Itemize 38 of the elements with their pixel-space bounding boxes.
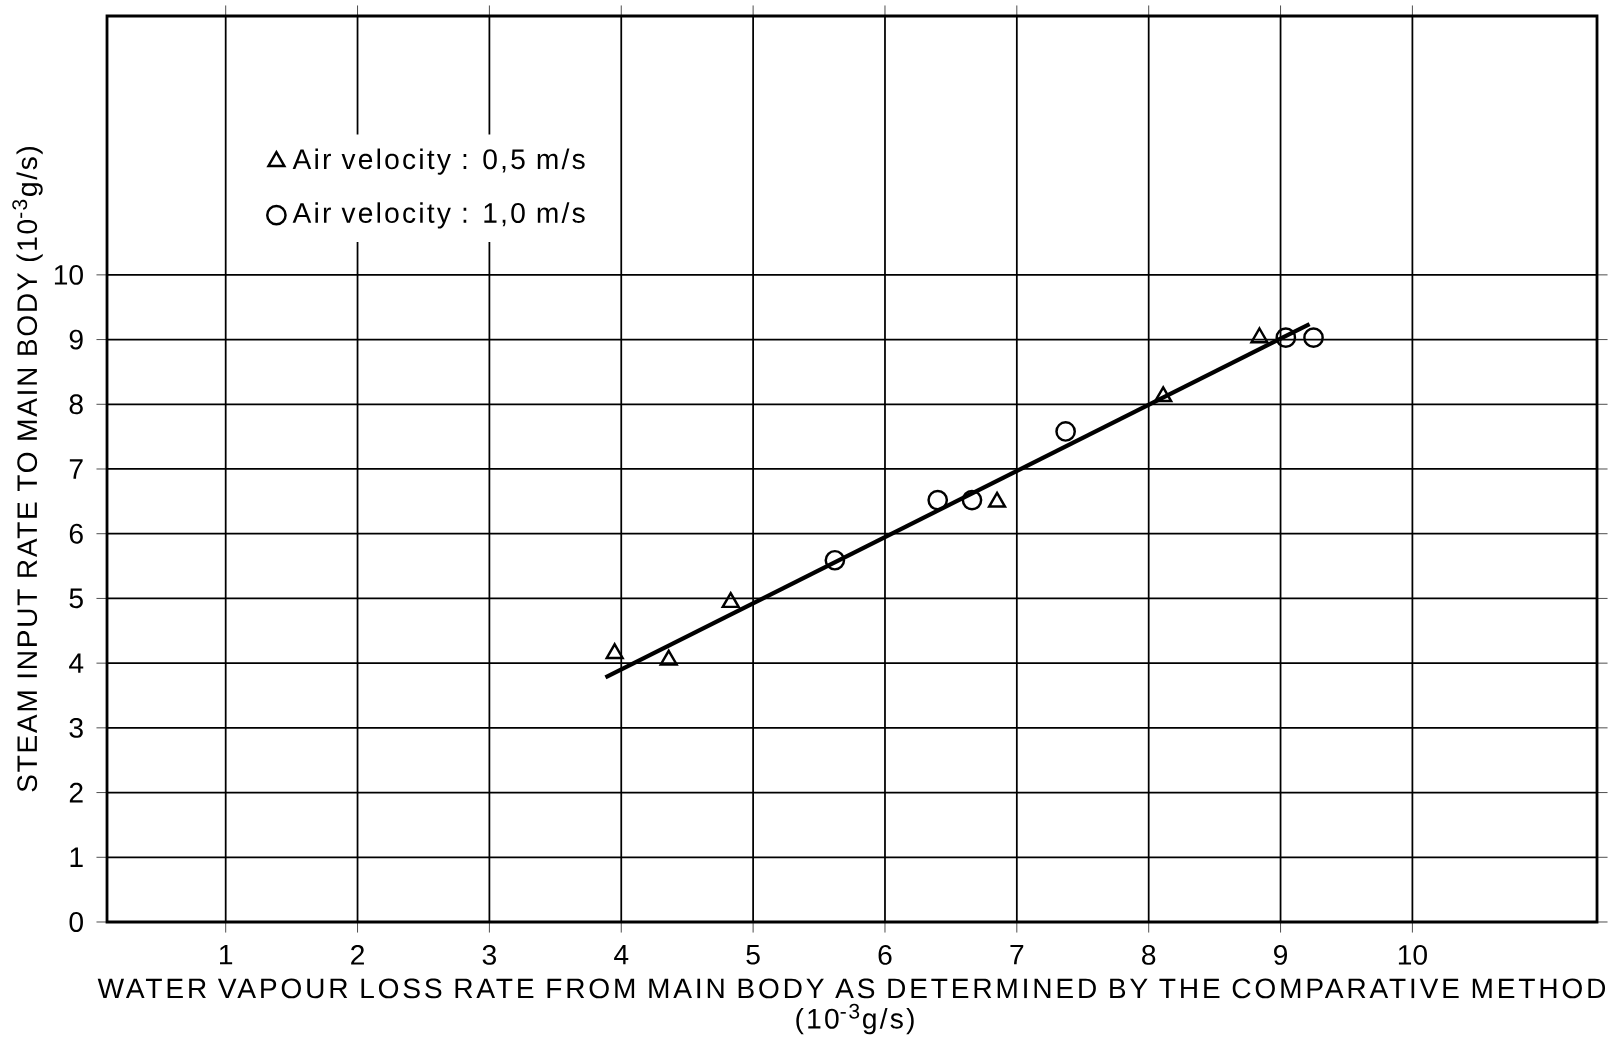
y-tick-label: 10 bbox=[54, 264, 83, 285]
y-tick-label: 5 bbox=[69, 588, 83, 609]
point bbox=[987, 491, 1007, 508]
x-axis-title: WATER VAPOUR LOSS RATE FROM MAIN BODY AS DETERMINED BY THE COMPARATIVE METHOD bbox=[97, 978, 1606, 999]
point bbox=[605, 643, 624, 660]
legend-label: Air velocity : 0,5 m/s bbox=[292, 148, 585, 175]
y-tick-label: 1 bbox=[70, 847, 83, 867]
point bbox=[721, 591, 740, 609]
point bbox=[1275, 327, 1297, 348]
x-tick-label: 7 bbox=[1010, 944, 1024, 965]
x-tick-label: 8 bbox=[1142, 944, 1156, 965]
y-tick-label: 8 bbox=[69, 394, 83, 415]
y-tick-label: 3 bbox=[69, 717, 83, 738]
point bbox=[1154, 386, 1173, 403]
point bbox=[1250, 327, 1269, 344]
y-tick-label: 6 bbox=[69, 523, 83, 544]
point bbox=[659, 649, 678, 666]
x-tick-label: 4 bbox=[614, 944, 629, 965]
y-tick-label: 0 bbox=[69, 912, 83, 932]
x-tick-label: 9 bbox=[1274, 944, 1288, 965]
y-tick-label: 7 bbox=[69, 459, 83, 479]
point bbox=[1055, 421, 1076, 442]
point bbox=[824, 549, 846, 571]
y-tick-label: 4 bbox=[69, 653, 84, 673]
legend-label: Air velocity : 1,0 m/s bbox=[292, 202, 585, 229]
y-tick-label: 2 bbox=[69, 782, 83, 803]
point bbox=[961, 489, 983, 511]
x-tick-label: 6 bbox=[878, 944, 892, 965]
x-tick-label: 1 bbox=[220, 944, 233, 965]
point bbox=[1303, 327, 1324, 348]
y-tick-label: 9 bbox=[69, 329, 83, 350]
x-tick-label: 2 bbox=[351, 944, 364, 965]
x-tick-label: 5 bbox=[746, 944, 760, 965]
text: (10$^{-3}$g/s) bbox=[796, 1003, 914, 1035]
point bbox=[927, 489, 949, 511]
x-tick-label: 10 bbox=[1398, 944, 1427, 965]
y-axis-title: STEAM INPUT RATE TO MAIN BODY (10$^{-3}$g/s) bbox=[12, 146, 43, 792]
x-tick-label: 3 bbox=[482, 944, 496, 965]
